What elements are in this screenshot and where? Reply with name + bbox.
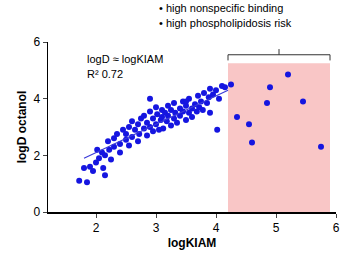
svg-text:logD octanol: logD octanol [15, 91, 29, 164]
svg-text:R² 0.72: R² 0.72 [87, 68, 123, 80]
svg-text:logKIAM: logKIAM [168, 236, 217, 250]
svg-text:2: 2 [33, 149, 40, 163]
svg-text:3: 3 [153, 221, 160, 235]
svg-text:2: 2 [93, 221, 100, 235]
svg-text:6: 6 [33, 35, 40, 49]
svg-text:6: 6 [333, 221, 340, 235]
svg-text:• high nonspecific binding: • high nonspecific binding [159, 2, 283, 14]
svg-text:4: 4 [213, 221, 220, 235]
svg-text:4: 4 [33, 92, 40, 106]
svg-text:• high phospholipidosis risk: • high phospholipidosis risk [159, 17, 292, 29]
svg-text:5: 5 [273, 221, 280, 235]
svg-text:logD ≈ logKIAM: logD ≈ logKIAM [87, 53, 163, 65]
svg-text:0: 0 [33, 205, 40, 219]
